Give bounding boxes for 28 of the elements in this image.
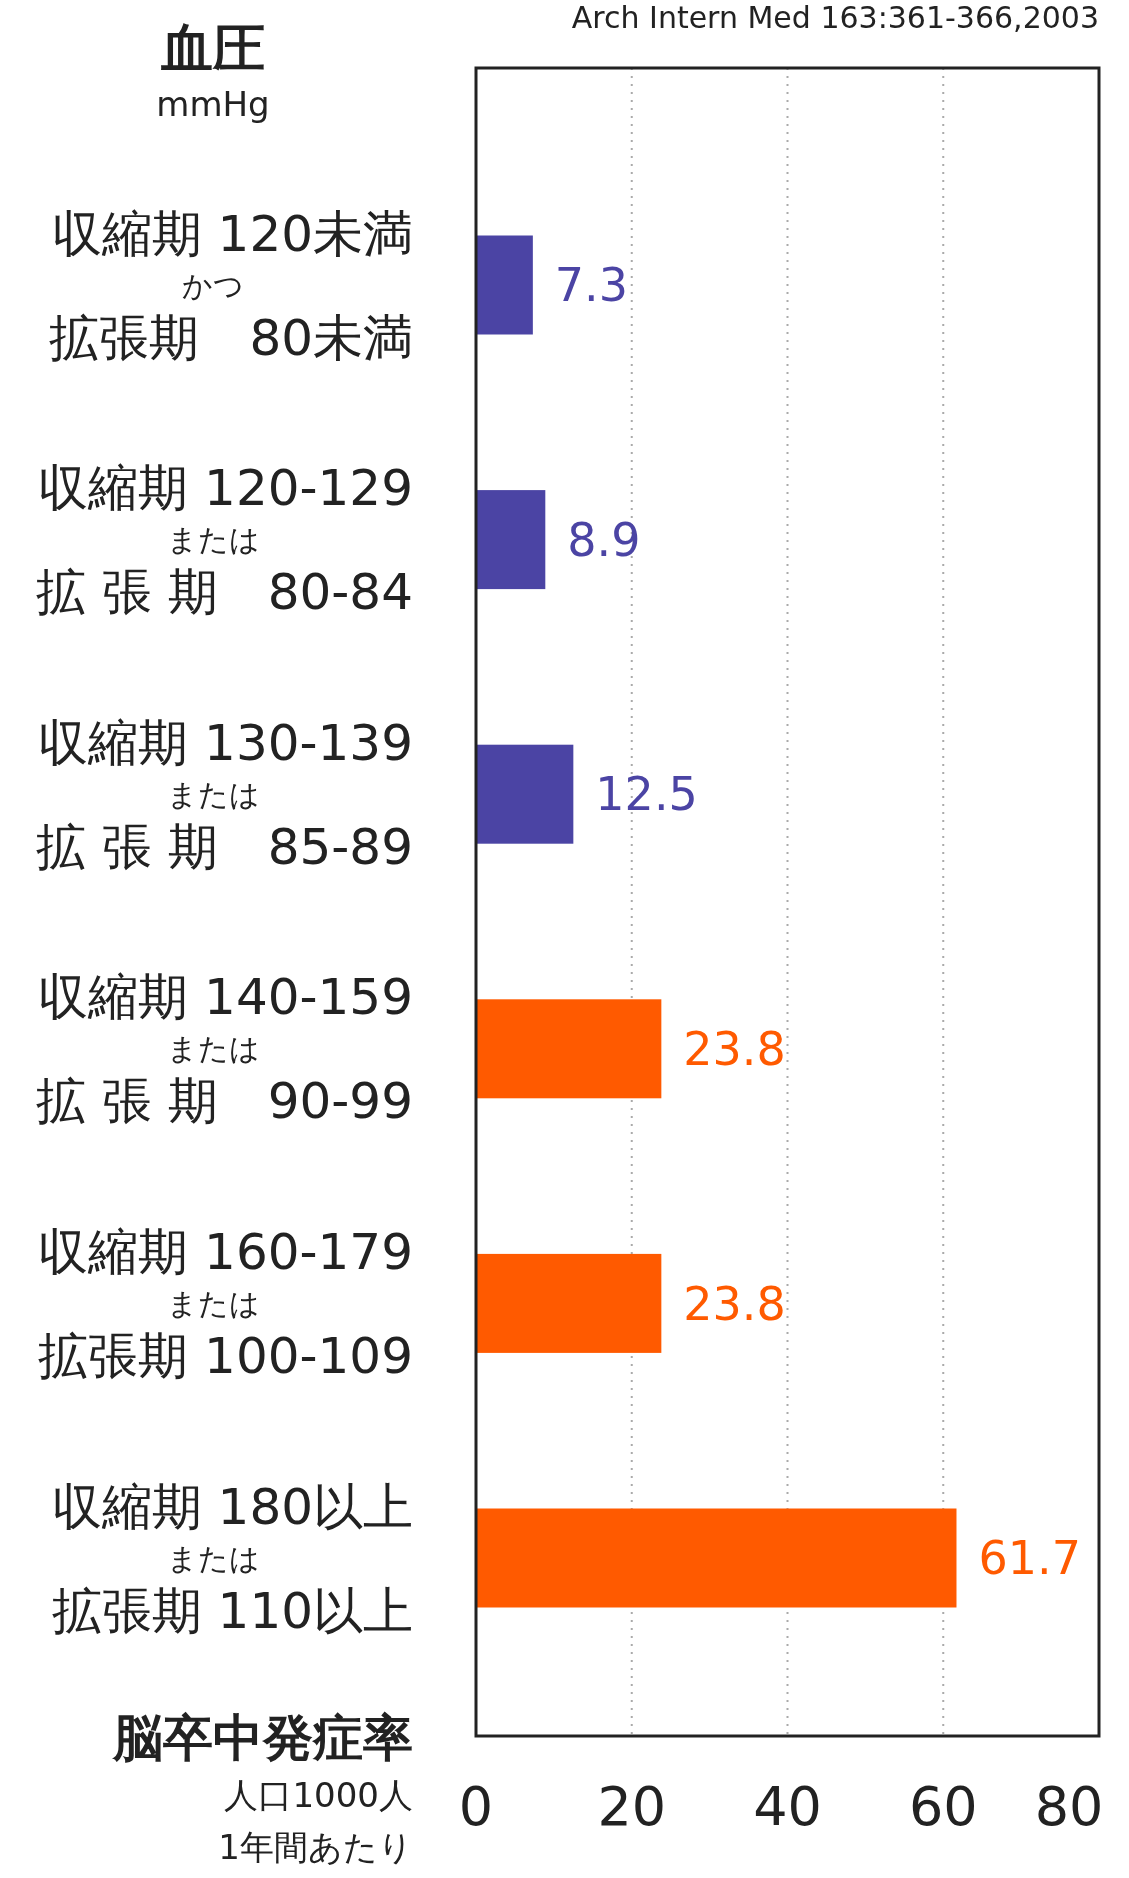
y-tick-label: 収縮期 120未満かつ拡張期 80未満	[49, 204, 413, 367]
text: Arch Intern Med 163:361-366,2003	[571, 0, 1099, 35]
x-tick-label: 60	[908, 1775, 978, 1838]
x-tick-label: 20	[597, 1775, 667, 1838]
y-tick-label: 収縮期 180以上または拡張期 110以上	[51, 1477, 413, 1640]
bar	[476, 744, 574, 844]
y-tick-label: 収縮期 130-139または拡 張 期 85-89	[35, 713, 413, 876]
x-tick-label: 80	[1034, 1775, 1104, 1838]
y-tick-label: 収縮期 160-179または拡張期 100-109	[38, 1222, 413, 1385]
data-label: 8.9	[567, 512, 641, 567]
bar	[476, 490, 546, 590]
x-tick-label: 40	[753, 1775, 822, 1838]
bar	[476, 235, 533, 335]
y-axis-title: 血圧 mmHg	[156, 18, 270, 124]
data-label: 23.8	[683, 1021, 786, 1076]
y-tick-label: 収縮期 140-159または拡 張 期 90-99	[35, 968, 413, 1131]
y-tick-label: 収縮期 120-129または拡 張 期 80-84	[35, 459, 413, 622]
bar	[476, 1508, 957, 1608]
x-tick-label: 0	[458, 1775, 494, 1838]
text: 人口1000人	[224, 1775, 413, 1815]
bar	[476, 1253, 662, 1353]
bar	[476, 999, 662, 1099]
data-label: 7.3	[554, 258, 629, 313]
text: 1年間あたり	[218, 1827, 413, 1867]
data-label: 23.8	[683, 1276, 786, 1331]
x-axis-title: 脳卒中発症率	[111, 1709, 413, 1767]
data-label: 61.7	[978, 1531, 1081, 1586]
data-label: 12.5	[595, 767, 698, 822]
